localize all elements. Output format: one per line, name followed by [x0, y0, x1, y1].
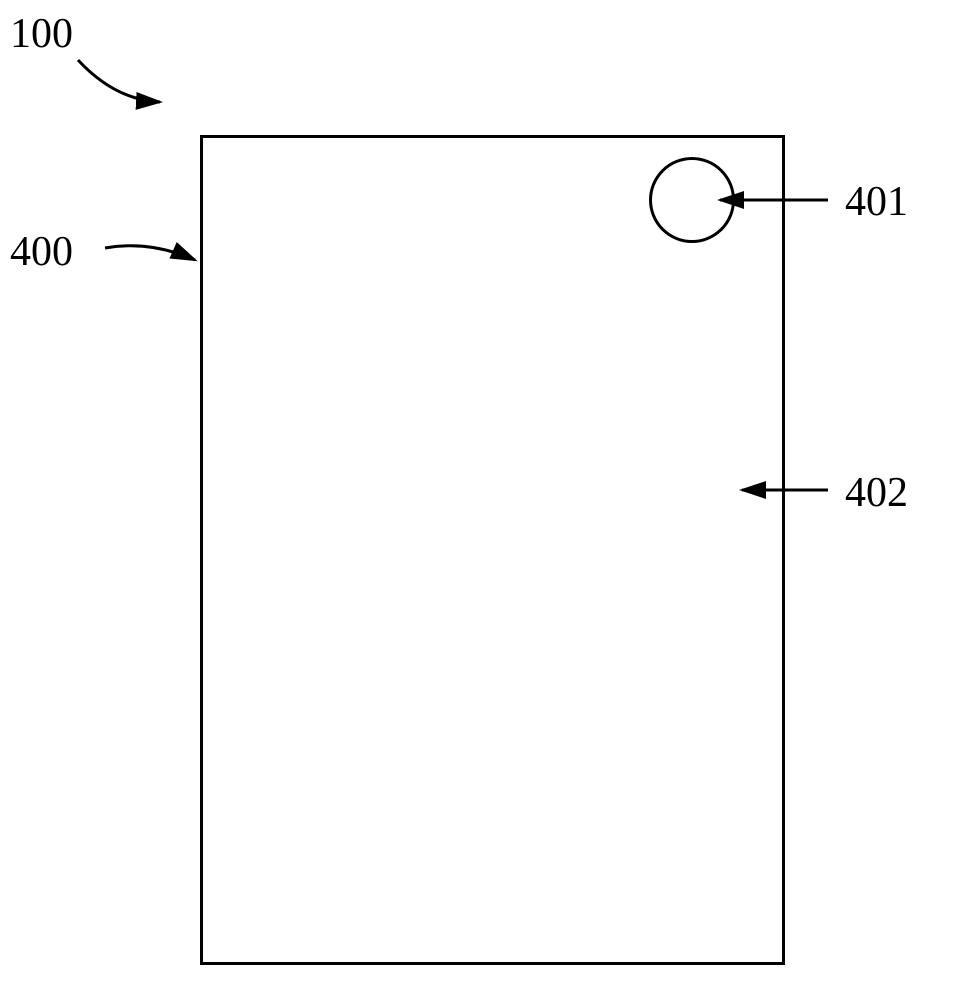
arrow-400 [105, 246, 195, 260]
label-401: 401 [845, 178, 908, 226]
label-100: 100 [10, 10, 73, 58]
annotation-arrows [0, 0, 978, 1000]
label-402: 402 [845, 469, 908, 517]
arrow-100 [78, 60, 160, 102]
label-400: 400 [10, 228, 73, 276]
technical-diagram: 100 400 401 402 [0, 0, 978, 1000]
